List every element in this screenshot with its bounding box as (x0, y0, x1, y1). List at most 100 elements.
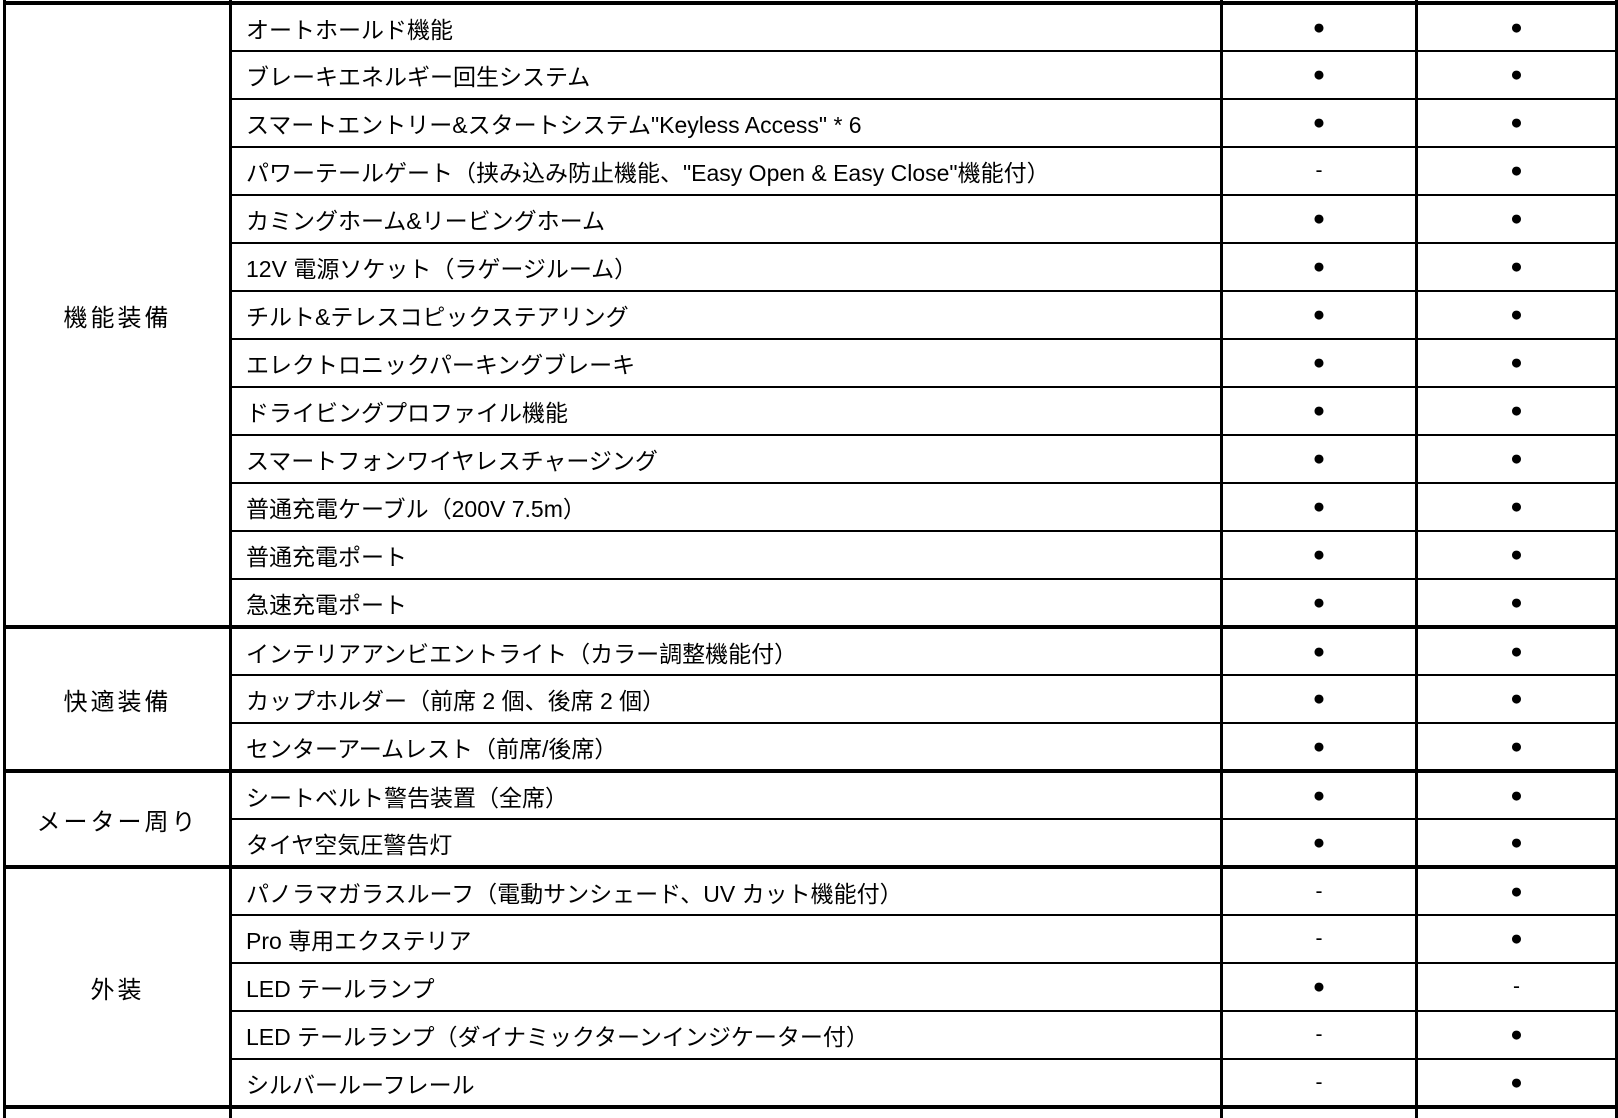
table-row: Pro 専用エクステリア - ● (5, 914, 1618, 964)
feature-cell: スマートエントリー&スタートシステム"Keyless Access" * 6 (229, 98, 1223, 148)
feature-cell: 12V 電源ソケット（ラゲージルーム） (229, 242, 1223, 292)
table-row: エレクトロニックパーキングブレーキ ● ● (5, 338, 1618, 388)
feature-cell: LED テールランプ（ダイナミックターンインジケーター付） (229, 1010, 1223, 1060)
availability-mark: ● (1415, 769, 1618, 820)
table-row: シルバールーフレール - ● (5, 1058, 1618, 1108)
table-row: 外装 パノラマガラスルーフ（電動サンシェード、UV カット機能付） - ● (3, 865, 1618, 1108)
feature-cell: タイヤ空気圧警告灯 (229, 818, 1223, 868)
partial-cell (3, 1105, 232, 1118)
availability-mark: ● (1220, 242, 1418, 292)
feature-cell: 普通充電ポート (229, 530, 1223, 580)
table-row: タイヤ空気圧警告灯 ● ● (5, 818, 1618, 868)
availability-mark: ● (1415, 434, 1618, 484)
table-row: メーター周り シートベルト警告装置（全席） ● ● (3, 769, 1618, 868)
table-row: スマートエントリー&スタートシステム"Keyless Access" * 6 ●… (5, 98, 1618, 148)
feature-cell: シートベルト警告装置（全席） (229, 769, 1223, 820)
feature-cell: シルバールーフレール (229, 1058, 1223, 1108)
feature-cell: センターアームレスト（前席/後席） (229, 722, 1223, 772)
feature-cell: インテリアアンビエントライト（カラー調整機能付） (229, 625, 1223, 676)
table-row: チルト&テレスコピックステアリング ● ● (5, 290, 1618, 340)
availability-mark: ● (1415, 914, 1618, 964)
availability-mark: ● (1220, 578, 1418, 628)
availability-mark: ● (1220, 50, 1418, 100)
table-row: 急速充電ポート ● ● (5, 578, 1618, 628)
table-row: ドライビングプロファイル機能 ● ● (5, 386, 1618, 436)
availability-mark: ● (1415, 818, 1618, 868)
partial-cell (1220, 1105, 1418, 1118)
feature-cell: 急速充電ポート (229, 578, 1223, 628)
availability-mark: ● (1415, 482, 1618, 532)
availability-mark: ● (1220, 98, 1418, 148)
feature-cell: LED テールランプ (229, 962, 1223, 1012)
table-row: カミングホーム&リービングホーム ● ● (5, 194, 1618, 244)
feature-cell: スマートフォンワイヤレスチャージング (229, 434, 1223, 484)
table-row: 快適装備 インテリアアンビエントライト（カラー調整機能付） ● ● (3, 625, 1618, 772)
table-row: カップホルダー（前席 2 個、後席 2 個） ● ● (5, 674, 1618, 724)
feature-cell: カップホルダー（前席 2 個、後席 2 個） (229, 674, 1223, 724)
availability-mark: - (1220, 1010, 1418, 1060)
availability-mark: ● (1220, 290, 1418, 340)
feature-cell: ブレーキエネルギー回生システム (229, 50, 1223, 100)
feature-cell: Pro 専用エクステリア (229, 914, 1223, 964)
table-row: パワーテールゲート（挟み込み防止機能、"Easy Open & Easy Clo… (5, 146, 1618, 196)
availability-mark: ● (1415, 338, 1618, 388)
availability-mark: ● (1415, 290, 1618, 340)
availability-mark: ● (1415, 98, 1618, 148)
partial-row-bottom (3, 1105, 1618, 1118)
availability-mark: ● (1220, 674, 1418, 724)
feature-cell: パノラマガラスルーフ（電動サンシェード、UV カット機能付） (229, 865, 1223, 916)
availability-mark: ● (1415, 530, 1618, 580)
availability-mark: ● (1415, 865, 1618, 916)
feature-cell: オートホールド機能 (229, 1, 1223, 52)
availability-mark: ● (1415, 674, 1618, 724)
availability-mark: ● (1220, 386, 1418, 436)
availability-mark: ● (1415, 625, 1618, 676)
availability-mark: ● (1415, 722, 1618, 772)
feature-cell: エレクトロニックパーキングブレーキ (229, 338, 1223, 388)
availability-mark: ● (1415, 1058, 1618, 1108)
table-row: スマートフォンワイヤレスチャージング ● ● (5, 434, 1618, 484)
availability-mark: ● (1415, 1010, 1618, 1060)
partial-cell (1415, 1105, 1618, 1118)
availability-mark: ● (1220, 530, 1418, 580)
partial-cell (229, 1105, 1223, 1118)
availability-mark: ● (1220, 722, 1418, 772)
availability-mark: ● (1415, 194, 1618, 244)
feature-cell: ドライビングプロファイル機能 (229, 386, 1223, 436)
availability-mark: ● (1220, 962, 1418, 1012)
table-row: 普通充電ポート ● ● (5, 530, 1618, 580)
feature-cell: パワーテールゲート（挟み込み防止機能、"Easy Open & Easy Clo… (229, 146, 1223, 196)
availability-mark: ● (1415, 242, 1618, 292)
availability-mark: ● (1415, 50, 1618, 100)
table-row: ブレーキエネルギー回生システム ● ● (5, 50, 1618, 100)
equipment-comparison-table: 機能装備 オートホールド機能 ● ● ブレーキエネルギー回生システム ● ● ス… (3, 0, 1618, 1118)
availability-mark: ● (1415, 386, 1618, 436)
availability-mark: - (1220, 146, 1418, 196)
table-row: 機能装備 オートホールド機能 ● ● (3, 1, 1618, 628)
availability-mark: - (1220, 865, 1418, 916)
category-cell-function-equipment: 機能装備 (3, 1, 232, 628)
availability-mark: ● (1220, 338, 1418, 388)
availability-mark: ● (1220, 769, 1418, 820)
availability-mark: ● (1415, 1, 1618, 52)
table-row: 12V 電源ソケット（ラゲージルーム） ● ● (5, 242, 1618, 292)
availability-mark: ● (1220, 818, 1418, 868)
availability-mark: - (1220, 914, 1418, 964)
availability-mark: - (1220, 1058, 1418, 1108)
feature-cell: 普通充電ケーブル（200V 7.5m） (229, 482, 1223, 532)
feature-cell: チルト&テレスコピックステアリング (229, 290, 1223, 340)
availability-mark: ● (1220, 625, 1418, 676)
availability-mark: - (1415, 962, 1618, 1012)
availability-mark: ● (1220, 1, 1418, 52)
table-row: LED テールランプ ● - (5, 962, 1618, 1012)
availability-mark: ● (1415, 146, 1618, 196)
category-cell-comfort-equipment: 快適装備 (3, 625, 232, 772)
table-row: センターアームレスト（前席/後席） ● ● (5, 722, 1618, 772)
table-row: 普通充電ケーブル（200V 7.5m） ● ● (5, 482, 1618, 532)
availability-mark: ● (1415, 578, 1618, 628)
availability-mark: ● (1220, 482, 1418, 532)
feature-cell: カミングホーム&リービングホーム (229, 194, 1223, 244)
availability-mark: ● (1220, 194, 1418, 244)
availability-mark: ● (1220, 434, 1418, 484)
category-cell-meter-area: メーター周り (3, 769, 232, 868)
